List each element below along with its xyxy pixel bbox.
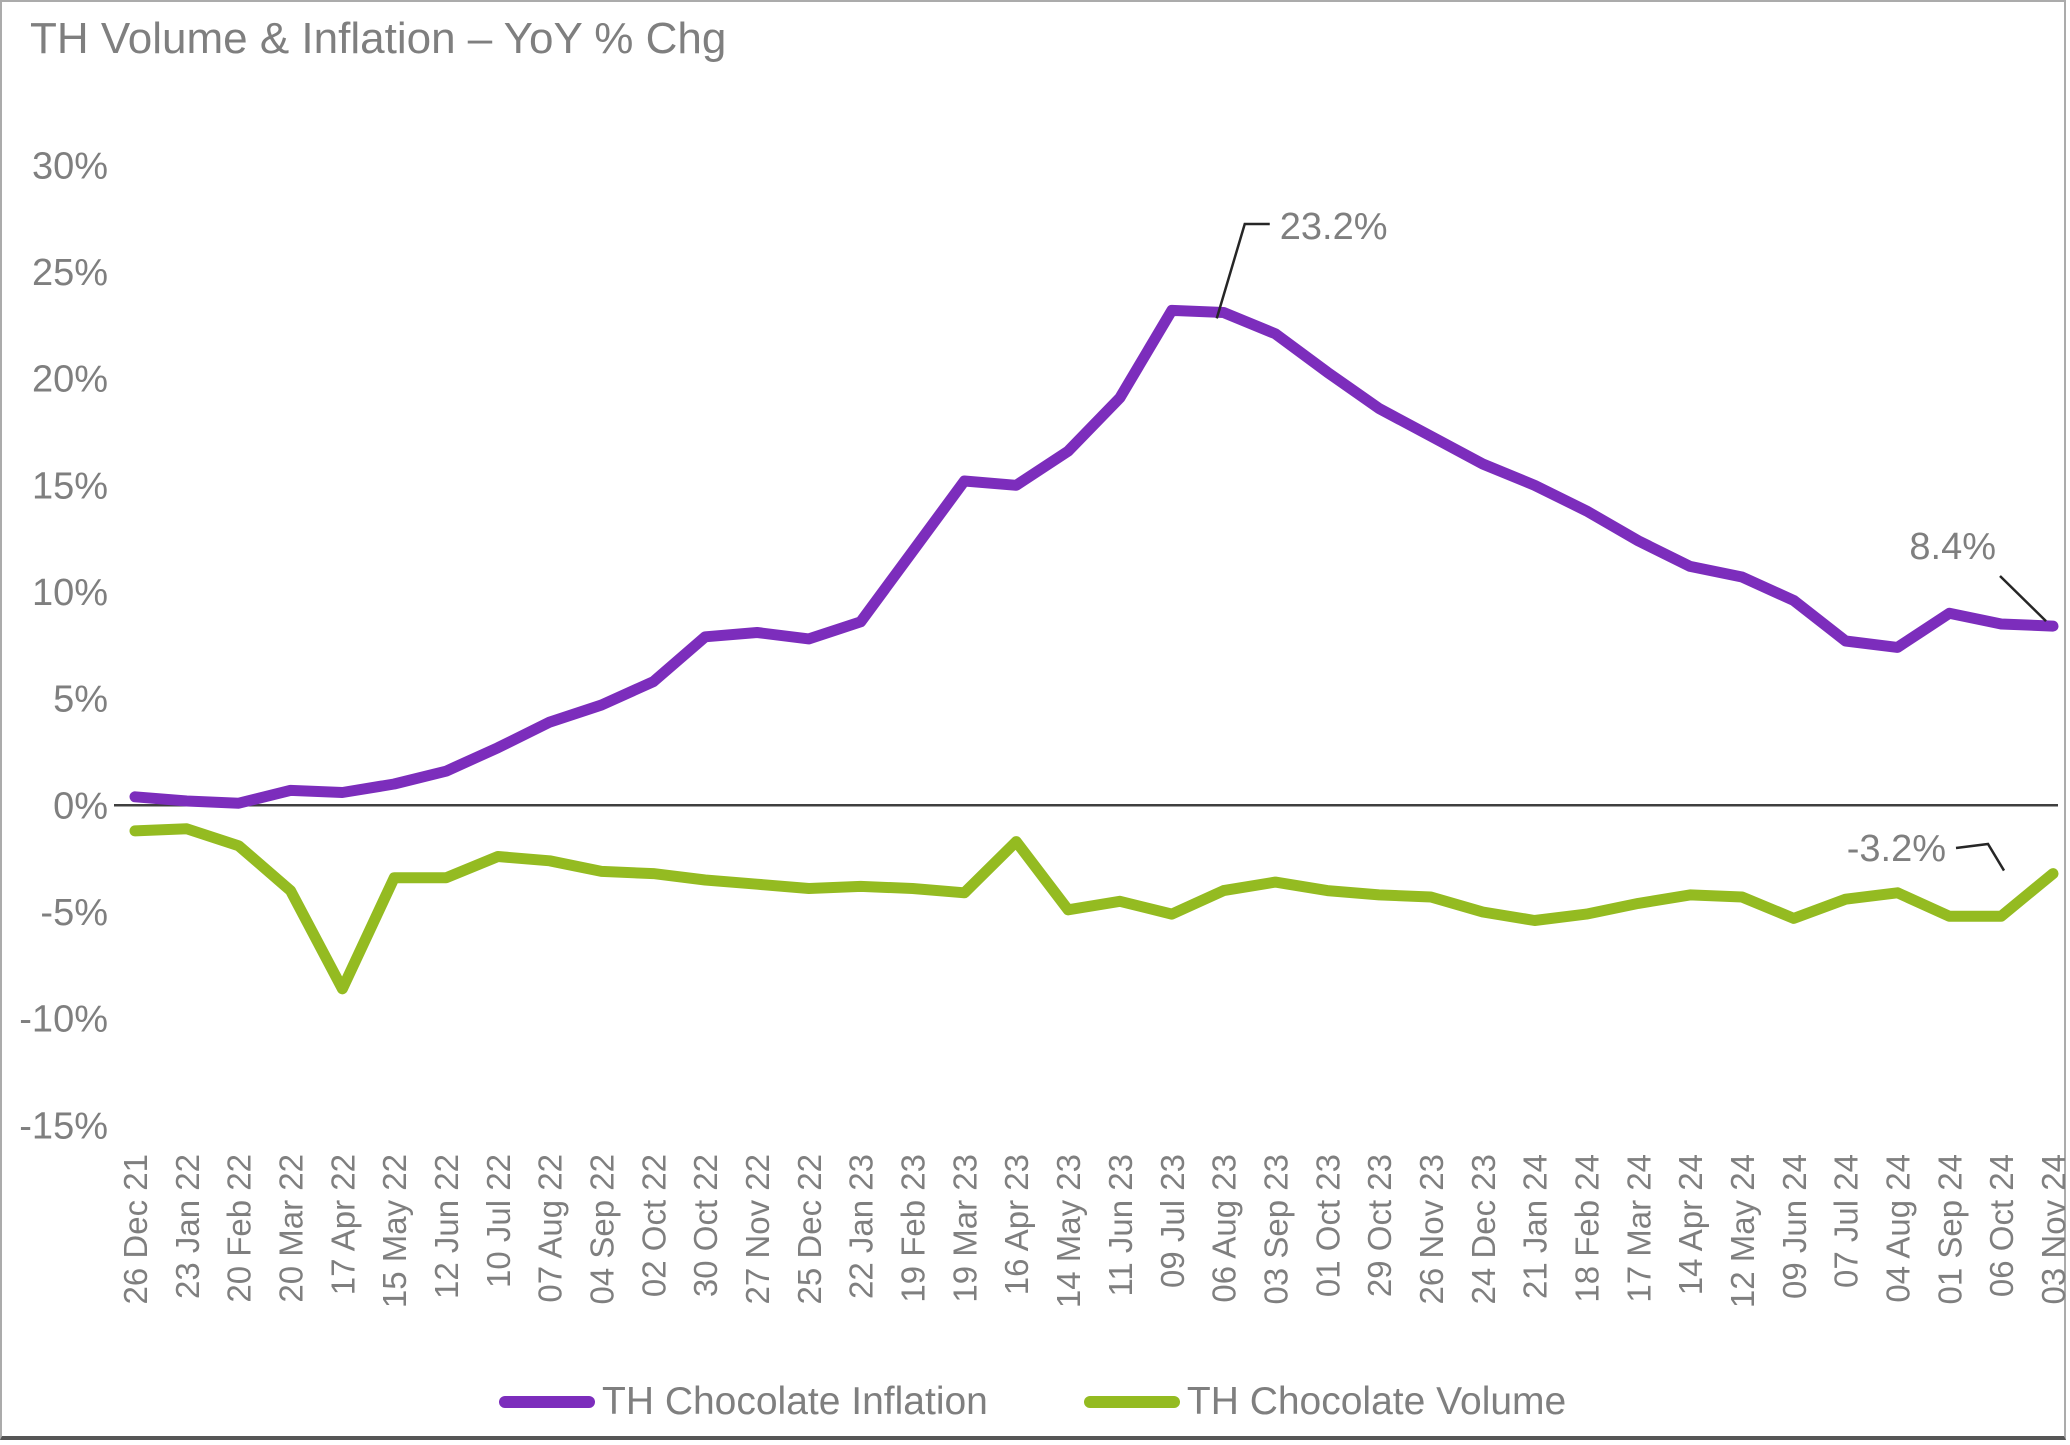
x-axis-tick-label: 21 Jan 24 xyxy=(1517,1154,1554,1299)
x-axis-tick-label: 17 Mar 24 xyxy=(1620,1154,1657,1303)
x-axis-tick-label: 11 Jun 23 xyxy=(1102,1154,1139,1297)
y-axis-tick-label: 10% xyxy=(32,572,108,614)
annotation-peak-label: 23.2% xyxy=(1280,206,1388,248)
x-axis-tick-label: 24 Dec 23 xyxy=(1465,1154,1502,1304)
x-axis-tick-label: 04 Sep 22 xyxy=(584,1154,621,1304)
annotation-volume-end-label: -3.2% xyxy=(1847,828,1946,870)
x-axis-tick-label: 06 Oct 24 xyxy=(1983,1154,2020,1297)
y-axis-tick-label: 20% xyxy=(32,359,108,401)
y-axis-tick-label: -10% xyxy=(19,999,108,1041)
y-axis-tick-label: 15% xyxy=(32,465,108,507)
x-axis-tick-label: 20 Feb 22 xyxy=(221,1154,258,1303)
y-axis-tick-label: -5% xyxy=(40,892,108,934)
chart-title: TH Volume & Inflation – YoY % Chg xyxy=(30,14,727,63)
inflation-line-swatch xyxy=(499,1396,595,1408)
x-axis-tick-label: 18 Feb 24 xyxy=(1568,1154,1605,1303)
legend-label-volume: TH Chocolate Volume xyxy=(1186,1380,1567,1423)
x-axis-tick-label: 06 Aug 23 xyxy=(1206,1154,1243,1303)
legend-label-inflation: TH Chocolate Inflation xyxy=(602,1380,988,1423)
x-axis-tick-label: 10 Jul 22 xyxy=(480,1154,517,1288)
x-axis-tick-label: 04 Aug 24 xyxy=(1879,1154,1916,1303)
legend: TH Chocolate Inflation TH Chocolate Volu… xyxy=(499,1380,1566,1424)
x-axis-tick-label: 14 May 23 xyxy=(1050,1154,1087,1308)
x-axis-tick-label: 07 Aug 22 xyxy=(532,1154,569,1303)
x-axis-tick-label: 16 Apr 23 xyxy=(998,1154,1035,1295)
legend-item-volume: TH Chocolate Volume xyxy=(1083,1380,1567,1424)
x-axis-tick-label: 12 May 24 xyxy=(1724,1154,1761,1308)
leader-line-peak xyxy=(1215,222,1270,319)
x-axis-tick-label: 26 Dec 21 xyxy=(117,1154,154,1304)
x-axis-tick-label: 09 Jul 23 xyxy=(1154,1154,1191,1288)
x-axis-tick-label: 07 Jul 24 xyxy=(1828,1154,1865,1288)
x-axis-tick-label: 09 Jun 24 xyxy=(1776,1154,1813,1299)
y-axis-tick-label: 5% xyxy=(53,679,108,721)
y-axis-tick-label: 25% xyxy=(32,252,108,294)
x-axis-tick-label: 17 Apr 22 xyxy=(324,1154,361,1295)
volume-line xyxy=(129,823,2059,995)
x-axis-tick-label: 22 Jan 23 xyxy=(843,1154,880,1299)
x-axis-tick-label: 20 Mar 22 xyxy=(273,1154,310,1303)
x-axis-tick-label: 15 May 22 xyxy=(376,1154,413,1308)
x-axis-tick-label: 27 Nov 22 xyxy=(739,1154,776,1304)
leader-line-inflation-end xyxy=(1999,575,2047,622)
x-axis-tick-label: 01 Oct 23 xyxy=(1309,1154,1346,1297)
y-axis-tick-label: 30% xyxy=(32,145,108,187)
y-axis-tick-label: 0% xyxy=(53,785,108,827)
x-axis-tick-label: 03 Nov 24 xyxy=(2035,1154,2068,1304)
y-axis-tick-label: -15% xyxy=(19,1105,108,1147)
x-axis-tick-label: 19 Mar 23 xyxy=(946,1154,983,1303)
inflation-line xyxy=(129,304,2059,809)
x-axis-tick-label: 26 Nov 23 xyxy=(1413,1154,1450,1304)
x-axis-tick-label: 23 Jan 22 xyxy=(169,1154,206,1299)
annotation-inflation-end-label: 8.4% xyxy=(1909,526,1996,568)
legend-item-inflation: TH Chocolate Inflation xyxy=(499,1380,988,1424)
x-axis-tick-label: 29 Oct 23 xyxy=(1361,1154,1398,1297)
x-axis-tick-label: 12 Jun 22 xyxy=(428,1154,465,1299)
x-axis-tick-label: 03 Sep 23 xyxy=(1257,1154,1294,1304)
x-axis-tick-label: 25 Dec 22 xyxy=(791,1154,828,1304)
x-axis-tick-label: 14 Apr 24 xyxy=(1672,1154,1709,1295)
volume-line-swatch xyxy=(1083,1396,1180,1408)
x-axis-tick-label: 02 Oct 22 xyxy=(635,1154,672,1297)
leader-line-volume-end xyxy=(1955,842,2006,872)
x-axis-tick-label: 19 Feb 23 xyxy=(895,1154,932,1303)
x-axis-tick-label: 30 Oct 22 xyxy=(687,1154,724,1297)
x-axis-tick-label: 01 Sep 24 xyxy=(1931,1154,1968,1304)
